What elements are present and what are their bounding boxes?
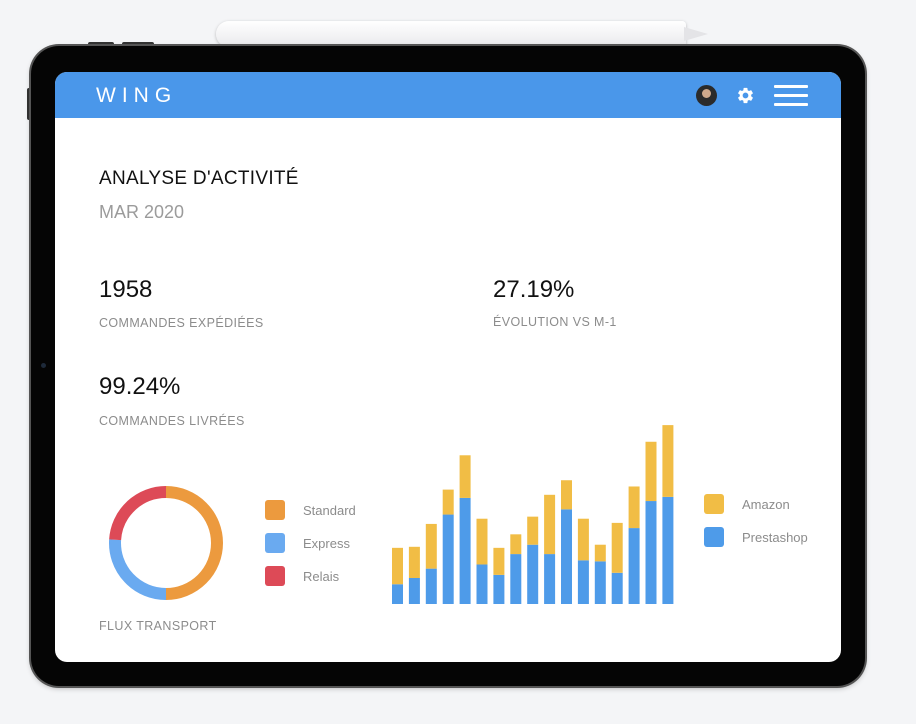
donut-slice-express (109, 539, 167, 600)
legend-relais-label: Relais (303, 568, 340, 584)
donut-slice-relais (109, 486, 167, 541)
bar-amazon-12 (577, 518, 589, 561)
bar-prestashop-10 (544, 554, 556, 604)
donut-caption: FLUX TRANSPORT (99, 619, 217, 633)
stat-evolution-label: ÉVOLUTION VS M-1 (493, 315, 617, 329)
legend-express-label: Express (303, 535, 350, 551)
bar-amazon-6 (476, 518, 488, 565)
bar-amazon-4 (442, 489, 454, 515)
bar-amazon-1 (392, 547, 403, 585)
stat-shipped-value: 1958 (99, 276, 153, 303)
bar-prestashop-5 (459, 497, 471, 604)
bar-prestashop-12 (577, 560, 589, 604)
bar-amazon-16 (645, 441, 657, 502)
legend-relais-swatch (265, 566, 285, 586)
bar-amazon-15 (628, 486, 640, 529)
bar-amazon-14 (611, 522, 623, 573)
bar-prestashop-6 (476, 564, 488, 604)
legend-relais: Relais (265, 566, 339, 586)
transport-donut-chart (109, 486, 223, 600)
bar-prestashop-11 (561, 509, 572, 604)
app-logo[interactable]: WING (96, 84, 178, 107)
bar-prestashop-2 (408, 578, 420, 604)
bar-amazon-7 (493, 547, 505, 575)
tablet-camera (41, 363, 46, 368)
legend-standard-swatch (265, 500, 285, 520)
bar-amazon-3 (425, 523, 437, 569)
app-screen: WING ANALYSE D'ACTIVITÉ MAR 2020 1958 CO… (55, 72, 841, 662)
tablet-side-button (27, 88, 31, 120)
bar-amazon-13 (594, 544, 606, 562)
tablet-top-button (88, 42, 114, 46)
bar-amazon-10 (544, 494, 556, 555)
tablet-top-button (122, 42, 154, 46)
bar-prestashop-9 (527, 544, 539, 604)
page-title: ANALYSE D'ACTIVITÉ (99, 168, 299, 189)
bar-prestashop-16 (645, 501, 657, 604)
top-bar: WING (55, 72, 841, 118)
legend-prestashop-swatch (704, 527, 724, 547)
bar-amazon-8 (510, 534, 522, 555)
legend-express: Express (265, 533, 350, 553)
gear-icon[interactable] (736, 86, 755, 105)
legend-prestashop: Prestashop (704, 527, 808, 547)
legend-standard-label: Standard (303, 502, 356, 518)
bar-amazon-11 (561, 480, 572, 510)
legend-standard: Standard (265, 500, 356, 520)
stat-shipped-label: COMMANDES EXPÉDIÉES (99, 316, 264, 330)
donut-slice-standard (165, 486, 223, 600)
legend-amazon-label: Amazon (742, 496, 790, 512)
bar-prestashop-14 (611, 572, 623, 604)
apple-pencil (216, 21, 686, 47)
bar-amazon-2 (408, 546, 420, 578)
bar-prestashop-1 (392, 584, 403, 604)
legend-prestashop-label: Prestashop (742, 529, 808, 545)
page-period: MAR 2020 (99, 202, 185, 222)
bar-amazon-5 (459, 455, 471, 498)
apple-pencil-tip (684, 27, 708, 41)
legend-express-swatch (265, 533, 285, 553)
bar-amazon-9 (527, 516, 539, 545)
bar-prestashop-15 (628, 528, 640, 604)
bar-prestashop-8 (510, 554, 522, 604)
bar-prestashop-17 (662, 496, 674, 604)
hamburger-menu-icon[interactable] (774, 85, 808, 107)
bar-prestashop-7 (493, 574, 505, 604)
bar-prestashop-4 (442, 514, 454, 604)
user-avatar[interactable] (696, 85, 717, 106)
bar-prestashop-3 (425, 568, 437, 604)
bar-prestashop-13 (594, 561, 606, 604)
stat-delivered-label: COMMANDES LIVRÉES (99, 414, 245, 428)
legend-amazon-swatch (704, 494, 724, 514)
legend-amazon: Amazon (704, 494, 790, 514)
orders-bar-chart (392, 425, 674, 604)
stat-delivered-value: 99.24% (99, 373, 181, 400)
bar-amazon-17 (662, 425, 674, 497)
stat-evolution-value: 27.19% (493, 276, 575, 303)
